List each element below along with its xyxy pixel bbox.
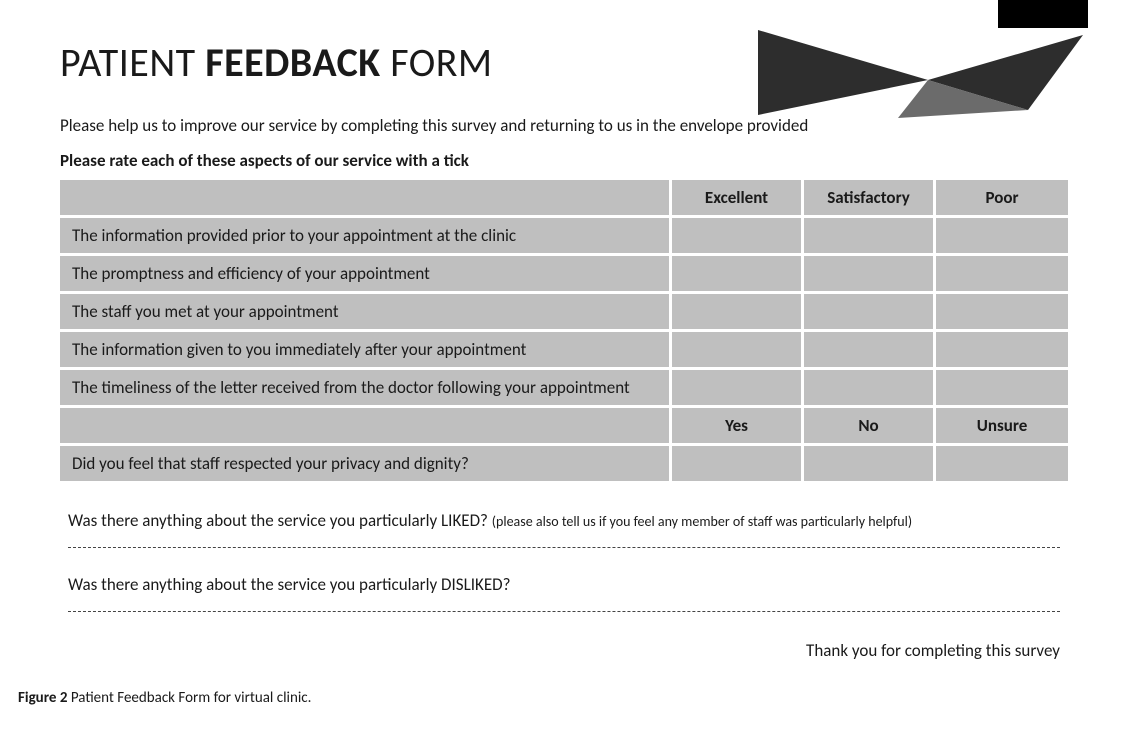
- header-excellent: Excellent: [672, 180, 804, 215]
- header-unsure: Unsure: [936, 408, 1068, 443]
- tick-cell[interactable]: [804, 294, 936, 329]
- figure-caption: Figure 2 Patient Feedback Form for virtu…: [18, 689, 1128, 707]
- open-question-liked: Was there anything about the service you…: [68, 510, 1068, 531]
- tick-cell[interactable]: [672, 332, 804, 367]
- tick-cell[interactable]: [936, 294, 1068, 329]
- header-yes: Yes: [672, 408, 804, 443]
- tick-cell[interactable]: [936, 370, 1068, 405]
- header-no: No: [804, 408, 936, 443]
- question-cell: The timeliness of the letter received fr…: [60, 370, 672, 405]
- tick-cell[interactable]: [804, 332, 936, 367]
- header-blank: [60, 408, 672, 443]
- tick-cell[interactable]: [672, 218, 804, 253]
- table-row: The staff you met at your appointment: [60, 294, 1068, 329]
- question-cell: The information given to you immediately…: [60, 332, 672, 367]
- question-cell: The staff you met at your appointment: [60, 294, 672, 329]
- table-row: The information provided prior to your a…: [60, 218, 1068, 253]
- answer-line: [68, 611, 1060, 612]
- tick-cell[interactable]: [936, 256, 1068, 291]
- table-header-row: YesNoUnsure: [60, 408, 1068, 443]
- table-row: Did you feel that staff respected your p…: [60, 446, 1068, 481]
- title-part3: FORM: [381, 38, 493, 87]
- tick-cell[interactable]: [804, 370, 936, 405]
- thanks-text: Thank you for completing this survey: [60, 640, 1060, 661]
- figure-label: Figure 2: [18, 689, 67, 707]
- instruction-text: Please rate each of these aspects of our…: [60, 150, 1068, 171]
- header-satisfactory: Satisfactory: [804, 180, 936, 215]
- question-cell: Did you feel that staff respected your p…: [60, 446, 672, 481]
- title-part1: PATIENT: [60, 38, 205, 87]
- header-blank: [60, 180, 672, 215]
- table-row: The information given to you immediately…: [60, 332, 1068, 367]
- table-row: The timeliness of the letter received fr…: [60, 370, 1068, 405]
- tick-cell[interactable]: [804, 256, 936, 291]
- tick-cell[interactable]: [936, 446, 1068, 481]
- header-poor: Poor: [936, 180, 1068, 215]
- question-cell: The promptness and efficiency of your ap…: [60, 256, 672, 291]
- question-cell: The information provided prior to your a…: [60, 218, 672, 253]
- logo-graphic: [728, 0, 1088, 120]
- tick-cell[interactable]: [672, 446, 804, 481]
- tick-cell[interactable]: [936, 218, 1068, 253]
- liked-sub: (please also tell us if you feel any mem…: [492, 513, 912, 530]
- rating-table: ExcellentSatisfactoryPoorThe information…: [60, 177, 1068, 484]
- tick-cell[interactable]: [672, 256, 804, 291]
- answer-line: [68, 547, 1060, 548]
- figure-text: Patient Feedback Form for virtual clinic…: [67, 689, 311, 707]
- tick-cell[interactable]: [804, 446, 936, 481]
- tick-cell[interactable]: [936, 332, 1068, 367]
- tick-cell[interactable]: [672, 294, 804, 329]
- table-header-row: ExcellentSatisfactoryPoor: [60, 180, 1068, 215]
- table-row: The promptness and efficiency of your ap…: [60, 256, 1068, 291]
- title-part2: FEEDBACK: [205, 38, 380, 87]
- tick-cell[interactable]: [804, 218, 936, 253]
- liked-main: Was there anything about the service you…: [68, 510, 492, 531]
- open-question-disliked: Was there anything about the service you…: [68, 574, 1068, 595]
- tick-cell[interactable]: [672, 370, 804, 405]
